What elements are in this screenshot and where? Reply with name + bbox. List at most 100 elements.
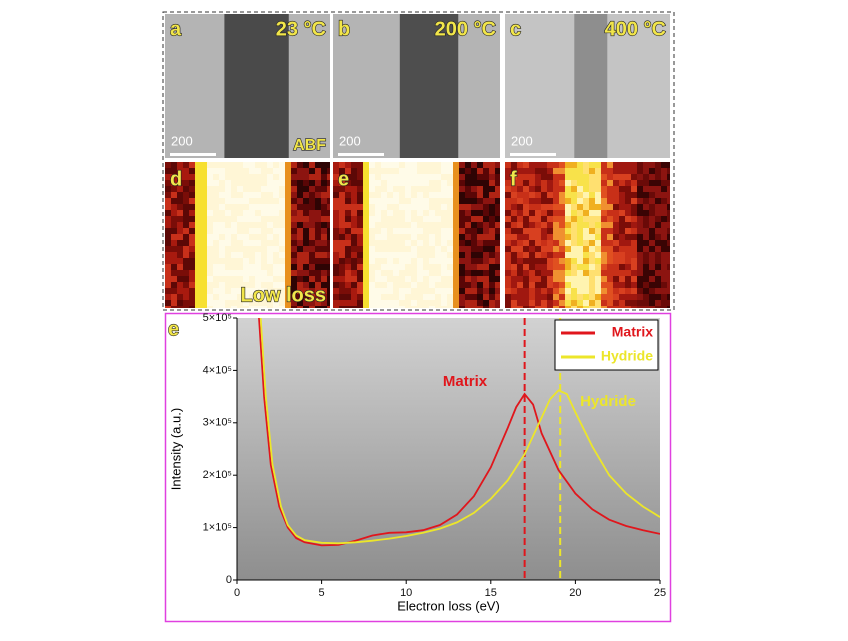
heatmap-cell (417, 246, 423, 252)
heatmap-cell (595, 276, 601, 282)
heatmap-cell (637, 174, 643, 180)
heatmap-cell (231, 204, 237, 210)
heatmap-cell (309, 264, 315, 270)
heatmap-cell (219, 162, 225, 168)
heatmap-cell (237, 204, 243, 210)
heatmap-cell (619, 168, 625, 174)
heatmap-cell (577, 270, 583, 276)
heatmap-cell (489, 288, 495, 294)
heatmap-cell (291, 294, 297, 300)
heatmap-cell (189, 168, 195, 174)
heatmap-cell (255, 246, 261, 252)
heatmap-cell (459, 180, 465, 186)
heatmap-cell (399, 216, 405, 222)
heatmap-cell (219, 204, 225, 210)
heatmap-cell (517, 210, 523, 216)
heatmap-cell (177, 168, 183, 174)
heatmap-cell (303, 162, 309, 168)
heatmap-cell (643, 216, 649, 222)
heatmap-cell (231, 306, 237, 308)
heatmap-cell (489, 276, 495, 282)
heatmap-cell (447, 264, 453, 270)
heatmap-cell (453, 240, 459, 246)
heatmap-cell (399, 240, 405, 246)
heatmap-cell (201, 192, 207, 198)
heatmap-cell (619, 216, 625, 222)
heatmap-cell (387, 246, 393, 252)
heatmap-cell (423, 282, 429, 288)
heatmap-cell (495, 222, 500, 228)
heatmap-cell (595, 258, 601, 264)
line (258, 318, 660, 547)
heatmap-cell (489, 270, 495, 276)
heatmap-cell (363, 252, 369, 258)
heatmap-cell (327, 294, 330, 300)
heatmap-cell (177, 300, 183, 306)
heatmap-cell (619, 174, 625, 180)
heatmap-cell (291, 180, 297, 186)
heatmap-cell (243, 192, 249, 198)
heatmap-cell (339, 216, 345, 222)
heatmap-cell (363, 162, 369, 168)
heatmap-cell (309, 162, 315, 168)
heatmap-cell (171, 228, 177, 234)
heatmap-cell (577, 234, 583, 240)
heatmap-cell (601, 276, 607, 282)
heatmap-cell (165, 282, 171, 288)
heatmap-cell (625, 306, 631, 308)
heatmap-cell (447, 228, 453, 234)
heatmap-cell (429, 294, 435, 300)
heatmap-cell (429, 234, 435, 240)
heatmap-cell (351, 168, 357, 174)
heatmap-cell (589, 222, 595, 228)
heatmap-cell (459, 282, 465, 288)
heatmap-cell (553, 174, 559, 180)
heatmap-cell (583, 258, 589, 264)
heatmap-cell (189, 264, 195, 270)
heatmap-cell (303, 294, 309, 300)
heatmap-cell (589, 168, 595, 174)
heatmap-cell (637, 270, 643, 276)
heatmap-cell (661, 300, 667, 306)
heatmap-cell (655, 234, 661, 240)
heatmap-cell (483, 276, 489, 282)
heatmap-cell (411, 276, 417, 282)
heatmap-cell (643, 258, 649, 264)
heatmap-cell (601, 192, 607, 198)
heatmap-cell (291, 276, 297, 282)
heatmap-cell (339, 240, 345, 246)
heatmap-cell (387, 192, 393, 198)
heatmap-cell (213, 186, 219, 192)
heatmap-cell (453, 234, 459, 240)
heatmap-cell (249, 162, 255, 168)
heatmap-cell (303, 288, 309, 294)
heatmap-cell (643, 282, 649, 288)
heatmap-cell (441, 174, 447, 180)
heatmap-cell (607, 264, 613, 270)
heatmap-cell (231, 192, 237, 198)
heatmap-cell (535, 168, 541, 174)
heatmap-cell (267, 258, 273, 264)
heatmap-cell (495, 246, 500, 252)
heatmap-cell (565, 222, 571, 228)
heatmap-cell (207, 264, 213, 270)
heatmap-cell (529, 264, 535, 270)
heatmap-cell (529, 162, 535, 168)
heatmap-cell (225, 216, 231, 222)
heatmap-cell (453, 252, 459, 258)
heatmap-cell (237, 222, 243, 228)
heatmap-cell (417, 186, 423, 192)
heatmap-cell (441, 276, 447, 282)
heatmap-cell (483, 162, 489, 168)
heatmap-cell (255, 210, 261, 216)
heatmap-cell (411, 300, 417, 306)
heatmap-cell (447, 282, 453, 288)
heatmap-cell (285, 282, 291, 288)
heatmap-cell (511, 168, 517, 174)
heatmap-cell (183, 306, 189, 308)
heatmap-cell (399, 210, 405, 216)
heatmap-cell (637, 216, 643, 222)
heatmap-cell (655, 222, 661, 228)
heatmap-cell (339, 288, 345, 294)
heatmap-cell (559, 204, 565, 210)
